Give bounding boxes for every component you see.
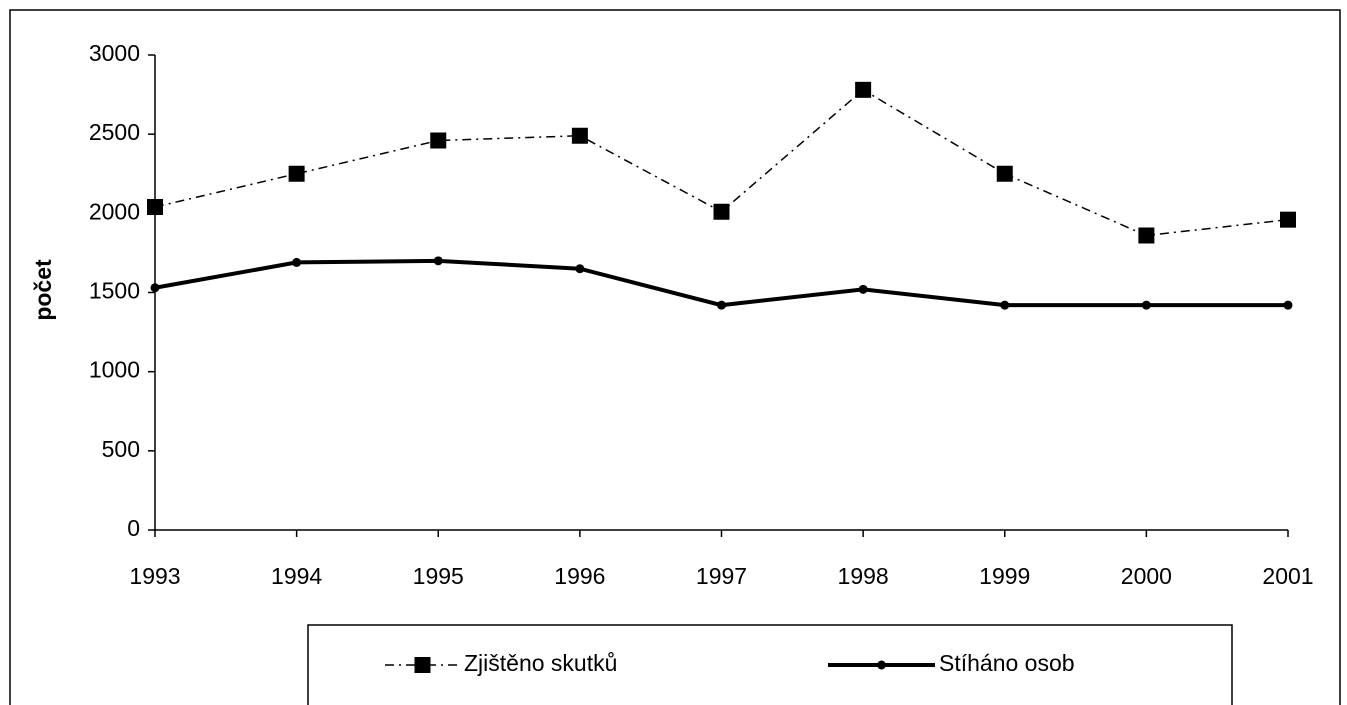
- data-point: [430, 132, 447, 149]
- x-tick-label: 1999: [979, 563, 1030, 589]
- data-point: [996, 165, 1013, 182]
- data-point: [713, 203, 730, 220]
- x-tick-label: 1994: [271, 563, 322, 589]
- data-point: [150, 283, 160, 293]
- legend-marker: [414, 657, 431, 673]
- legend-marker: [877, 660, 886, 670]
- x-tick-label: 2000: [1121, 563, 1172, 589]
- y-tick-label: 2500: [89, 119, 140, 145]
- data-point: [855, 81, 872, 98]
- data-point: [1280, 211, 1296, 228]
- data-point: [1283, 300, 1293, 310]
- legend: [307, 624, 1233, 705]
- y-tick-label: 0: [127, 515, 140, 541]
- legend-label: Zjištěno skutků: [464, 650, 617, 676]
- data-point: [1141, 300, 1151, 310]
- data-point: [292, 257, 302, 267]
- data-point: [288, 165, 305, 182]
- x-tick-label: 1998: [838, 563, 889, 589]
- data-point: [1000, 300, 1010, 310]
- legend-label: Stíháno osob: [939, 650, 1075, 676]
- x-tick-label: 1997: [696, 563, 747, 589]
- data-point: [571, 127, 588, 144]
- x-tick-label: 1993: [129, 563, 180, 589]
- y-tick-label: 500: [102, 436, 140, 462]
- data-point: [433, 256, 443, 266]
- chart-frame: [9, 9, 1341, 705]
- y-tick-label: 3000: [89, 40, 140, 66]
- x-tick-label: 1995: [413, 563, 464, 589]
- y-axis-label: počet: [30, 259, 56, 321]
- x-tick-label: 2001: [1262, 563, 1313, 589]
- data-point: [858, 284, 868, 294]
- data-point: [1138, 227, 1155, 244]
- data-point: [717, 300, 726, 310]
- data-point: [575, 264, 585, 274]
- data-point: [147, 199, 163, 215]
- y-tick-label: 1500: [89, 278, 140, 304]
- y-tick-label: 1000: [89, 357, 140, 383]
- x-tick-label: 1996: [554, 563, 605, 589]
- y-tick-label: 2000: [89, 198, 140, 224]
